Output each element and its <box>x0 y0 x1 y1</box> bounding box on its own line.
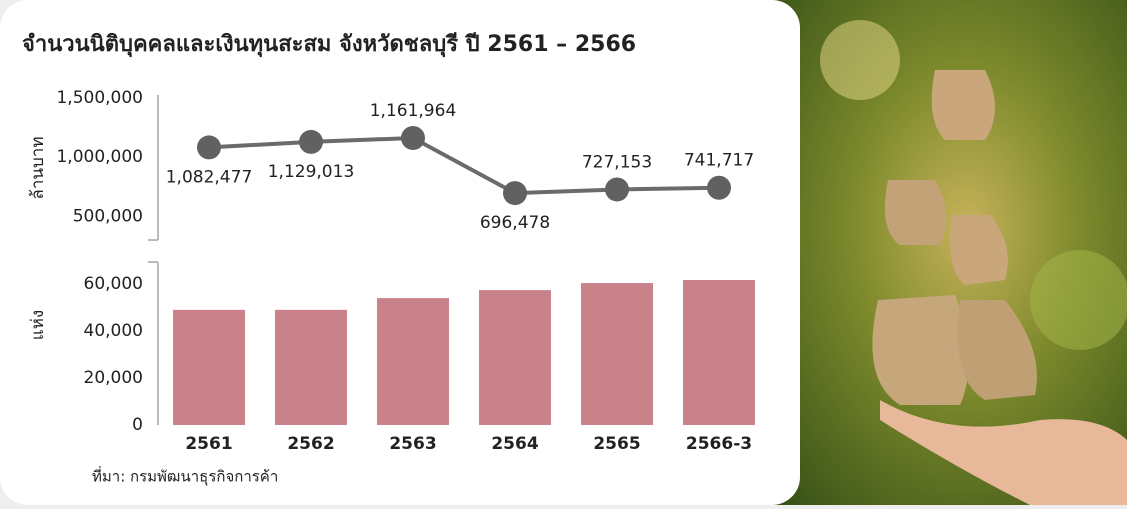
source-note: ที่มา: กรมพัฒนาธุรกิจการค้า <box>92 466 278 487</box>
line-marker <box>197 135 221 160</box>
data-label: 727,153 <box>582 152 652 172</box>
y-tick-label: 1,500,000 <box>56 88 143 108</box>
bar <box>173 309 245 425</box>
x-tick-label: 2566-3 <box>686 434 752 454</box>
y-tick-label: 500,000 <box>73 206 143 226</box>
x-tick-label: 2565 <box>593 434 640 454</box>
y-tick-label: 20,000 <box>84 368 143 388</box>
line-series <box>208 135 720 196</box>
x-tick-label: 2564 <box>491 434 538 454</box>
y-tick-label: 60,000 <box>84 274 143 294</box>
photo <box>770 0 1127 505</box>
y-axis-label: ล้านบาท <box>28 136 48 199</box>
data-label: 1,161,964 <box>370 101 457 121</box>
line-marker <box>299 129 323 154</box>
line-marker <box>503 181 527 206</box>
bar <box>581 283 653 425</box>
x-tick-label: 2562 <box>287 434 334 454</box>
line-marker <box>401 126 425 151</box>
line-marker <box>707 175 731 200</box>
data-label: 741,717 <box>684 151 754 171</box>
x-tick-label: 2561 <box>185 434 232 454</box>
data-label: 1,082,477 <box>166 167 253 187</box>
bar <box>683 280 755 425</box>
y-axis-label: แห่ง <box>28 310 48 340</box>
data-label: 1,129,013 <box>268 162 355 182</box>
bar <box>479 290 551 425</box>
line-marker <box>605 177 629 202</box>
y-tick-label: 1,000,000 <box>56 147 143 167</box>
x-tick-label: 2563 <box>389 434 436 454</box>
card <box>0 0 800 505</box>
y-tick-label: 0 <box>132 415 143 435</box>
bar <box>377 298 449 425</box>
bar <box>275 309 347 425</box>
data-label: 696,478 <box>480 213 550 233</box>
chart-title: จำนวนนิติบุคคลและเงินทุนสะสม จังหวัดชลบุ… <box>22 32 636 58</box>
y-tick-label: 40,000 <box>84 321 143 341</box>
